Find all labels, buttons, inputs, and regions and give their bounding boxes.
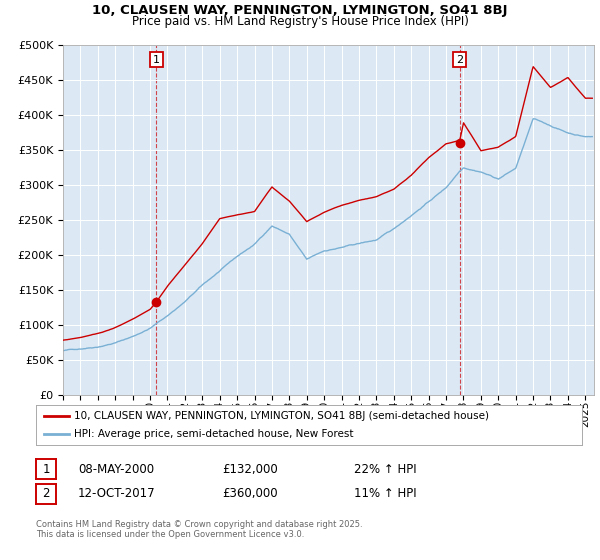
Text: Contains HM Land Registry data © Crown copyright and database right 2025.
This d: Contains HM Land Registry data © Crown c…	[36, 520, 362, 539]
Text: Price paid vs. HM Land Registry's House Price Index (HPI): Price paid vs. HM Land Registry's House …	[131, 15, 469, 28]
Text: 10, CLAUSEN WAY, PENNINGTON, LYMINGTON, SO41 8BJ (semi-detached house): 10, CLAUSEN WAY, PENNINGTON, LYMINGTON, …	[74, 411, 489, 421]
Text: 11% ↑ HPI: 11% ↑ HPI	[354, 487, 416, 501]
Text: 2: 2	[456, 54, 463, 64]
Text: HPI: Average price, semi-detached house, New Forest: HPI: Average price, semi-detached house,…	[74, 430, 354, 439]
Text: 2: 2	[43, 487, 50, 501]
Text: 1: 1	[43, 463, 50, 476]
Text: 1: 1	[153, 54, 160, 64]
Text: £132,000: £132,000	[222, 463, 278, 476]
Text: £360,000: £360,000	[222, 487, 278, 501]
Text: 10, CLAUSEN WAY, PENNINGTON, LYMINGTON, SO41 8BJ: 10, CLAUSEN WAY, PENNINGTON, LYMINGTON, …	[92, 4, 508, 17]
Text: 22% ↑ HPI: 22% ↑ HPI	[354, 463, 416, 476]
Text: 12-OCT-2017: 12-OCT-2017	[78, 487, 155, 501]
Text: 08-MAY-2000: 08-MAY-2000	[78, 463, 154, 476]
